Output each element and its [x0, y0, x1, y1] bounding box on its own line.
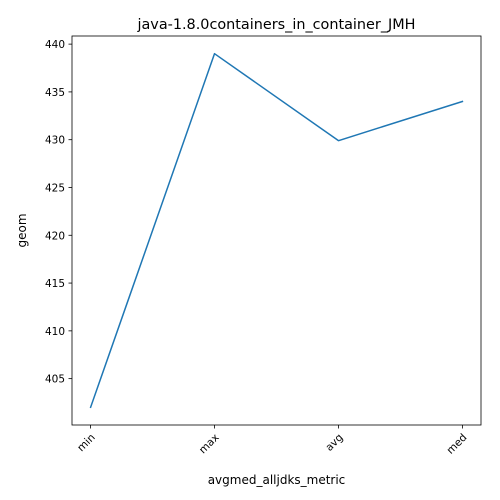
y-tick-label: 430 [45, 135, 65, 147]
y-axis-label: geom [15, 213, 29, 247]
x-axis-label: avgmed_alljdks_metric [208, 473, 346, 487]
y-tick-label: 420 [45, 230, 65, 242]
y-tick-label: 405 [45, 374, 65, 386]
chart-title: java-1.8.0containers_in_container_JMH [136, 17, 415, 33]
y-tick-label: 440 [45, 39, 65, 51]
y-tick-label: 435 [45, 87, 65, 99]
y-tick-label: 425 [45, 182, 65, 194]
y-tick-label: 410 [45, 326, 65, 338]
y-tick-label: 415 [45, 278, 65, 290]
